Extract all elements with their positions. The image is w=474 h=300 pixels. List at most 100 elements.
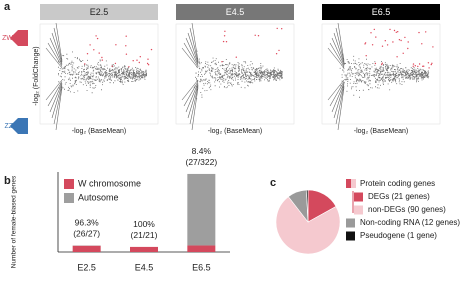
ma-red-point (389, 28, 391, 31)
fan-line (337, 87, 345, 131)
ma-red-point (132, 60, 134, 62)
ma-red-point (147, 63, 150, 66)
fan-line (327, 79, 345, 101)
ma-red-point (396, 56, 398, 58)
stage-label: E2.5 (90, 7, 109, 17)
fan-line (53, 27, 63, 63)
ma-red-point (86, 53, 89, 55)
bar-segment (187, 245, 216, 252)
fan-line (183, 42, 199, 67)
fan-line (49, 82, 63, 113)
fan-line (331, 37, 345, 66)
fan-line (45, 47, 63, 69)
legend-swatch (346, 179, 351, 188)
ma-red-point (398, 39, 401, 41)
ma-red-point (136, 59, 138, 61)
x-tick-label: E2.5 (77, 262, 96, 272)
ma-red-point (404, 36, 406, 39)
ma-red-point (373, 28, 375, 31)
bar-annotation: (26/27) (73, 229, 100, 239)
fan-line (51, 32, 63, 64)
ma-red-point (412, 63, 415, 65)
x-axis-title: -log₂ (BaseMean) (354, 128, 408, 135)
legend-swatch (351, 179, 356, 188)
ma-red-point (421, 43, 423, 45)
fan-line (189, 85, 199, 125)
y-axis-title: Number of female-biased genes (11, 175, 18, 268)
ma-red-point (84, 63, 86, 65)
ma-red-point (370, 32, 372, 34)
bar-annotation: (21/21) (131, 230, 158, 240)
legend-swatch (346, 231, 355, 241)
stage-label: E6.5 (372, 7, 391, 17)
ma-red-point (235, 56, 237, 58)
ma-red-point (281, 28, 283, 30)
ma-red-point (407, 47, 409, 50)
ma-red-point (381, 45, 384, 47)
ma-red-point (425, 31, 427, 33)
fan-line (183, 81, 199, 107)
ma-red-point (375, 36, 377, 38)
panel-label: a (4, 1, 11, 13)
legend-swatch (64, 179, 74, 189)
ma-red-point (364, 42, 367, 44)
ma-red-point (397, 31, 399, 33)
ma-red-point (147, 58, 149, 60)
fan-line (335, 27, 345, 63)
ma-red-point (402, 52, 404, 54)
ma-red-point (224, 30, 226, 32)
ma-red-point (386, 44, 389, 46)
ma-red-point (407, 41, 409, 43)
fan-line (53, 85, 63, 125)
ma-red-point (400, 39, 402, 42)
ma-plots (39, 22, 441, 131)
fan-line (191, 22, 199, 61)
fan-line (45, 79, 63, 101)
ma-red-point (418, 31, 420, 34)
fan-line (329, 81, 345, 107)
ma-red-point (374, 62, 377, 65)
fan-line (47, 42, 63, 67)
ma-red-point (431, 62, 433, 64)
ma-red-point (384, 40, 386, 42)
ma-red-point (115, 44, 117, 46)
ma-red-point (98, 52, 100, 54)
ma-red-point (275, 53, 278, 55)
ma-red-point (93, 49, 95, 51)
fan-line (181, 79, 199, 101)
ma-red-point (381, 63, 383, 66)
legend-swatch (346, 218, 355, 228)
ma-red-point (96, 37, 99, 40)
y-axis-title: -log₂ (FoldChange) (33, 46, 40, 105)
ma-cloud (58, 51, 147, 94)
fan-line (47, 81, 63, 107)
ma-red-point (430, 63, 432, 66)
legend-swatch (354, 192, 363, 202)
fan-line (51, 84, 63, 119)
fan-line (185, 82, 199, 113)
x-tick-label: E6.5 (192, 262, 211, 272)
ma-cloud (339, 54, 430, 98)
ma-red-point (101, 59, 104, 61)
ma-red-point (412, 65, 414, 68)
x-tick-label: E4.5 (135, 262, 154, 272)
fan-line (55, 87, 63, 131)
bar-segment (130, 246, 158, 252)
ma-red-point (392, 41, 394, 43)
pie-slice (275, 196, 341, 255)
bar-annotation: (27/322) (185, 157, 217, 167)
fan-line (55, 22, 63, 61)
plot-frame (39, 23, 159, 125)
fan-line (331, 82, 345, 113)
fan-line (327, 47, 345, 69)
ma-red-point (432, 46, 434, 48)
stage-label: E4.5 (226, 7, 245, 17)
ma-red-point (114, 62, 117, 65)
fan-line (185, 37, 199, 66)
ma-red-point (428, 67, 430, 69)
fan-line (329, 42, 345, 67)
ma-red-point (111, 65, 113, 67)
ma-red-point (223, 35, 226, 37)
bar-segment (187, 173, 216, 246)
